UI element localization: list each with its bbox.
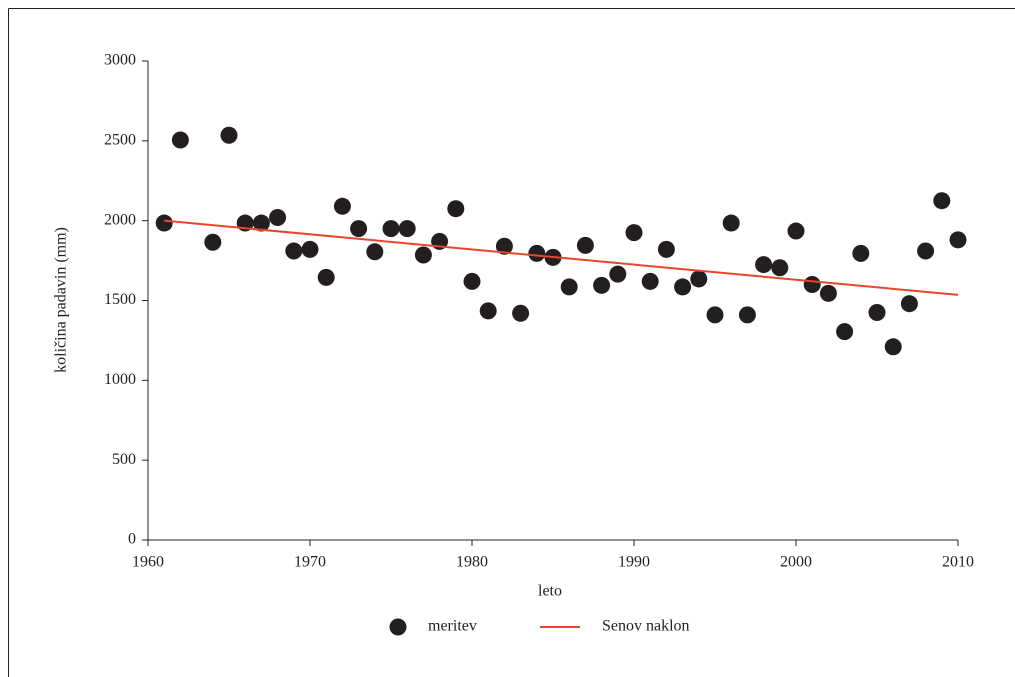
legend-label: meritev (428, 618, 477, 635)
data-point (641, 272, 659, 290)
x-tick-label: 1970 (294, 554, 326, 571)
data-point (576, 236, 594, 254)
x-tick-label: 1960 (132, 554, 164, 571)
data-point (366, 243, 384, 261)
data-point (819, 284, 837, 302)
data-point (933, 192, 951, 210)
data-point (204, 233, 222, 251)
data-point (414, 246, 432, 264)
data-point (690, 270, 708, 288)
data-point (674, 278, 692, 296)
data-point (884, 338, 902, 356)
data-point (171, 131, 189, 149)
data-point (868, 303, 886, 321)
data-point (852, 244, 870, 262)
data-point (738, 306, 756, 324)
x-tick-label: 2010 (942, 554, 974, 571)
data-point (657, 240, 675, 258)
data-point (333, 197, 351, 215)
data-point (269, 208, 287, 226)
y-tick-label: 3000 (104, 52, 136, 69)
y-tick-label: 0 (128, 531, 136, 548)
data-point (706, 306, 724, 324)
y-tick-label: 1500 (104, 291, 136, 308)
data-point (900, 295, 918, 313)
data-point (220, 126, 238, 144)
data-point (949, 231, 967, 249)
data-point (593, 276, 611, 294)
data-point (512, 304, 530, 322)
data-point (560, 278, 578, 296)
data-point (609, 265, 627, 283)
data-point (285, 242, 303, 260)
data-point (301, 240, 319, 258)
data-point (803, 276, 821, 294)
x-tick-label: 2000 (780, 554, 812, 571)
data-point (625, 224, 643, 242)
y-tick-label: 1000 (104, 371, 136, 388)
data-point (382, 220, 400, 238)
y-tick-label: 2500 (104, 132, 136, 149)
x-tick-label: 1990 (618, 554, 650, 571)
data-point (447, 200, 465, 218)
y-tick-label: 500 (112, 451, 136, 468)
x-axis-label: leto (538, 583, 562, 600)
data-point (252, 214, 270, 232)
data-point (350, 220, 368, 238)
data-point (771, 259, 789, 277)
data-point (317, 268, 335, 286)
data-point (528, 244, 546, 262)
data-point (836, 323, 854, 341)
data-point (479, 302, 497, 320)
data-point (155, 214, 173, 232)
data-point (463, 272, 481, 290)
legend-label: Senov naklon (602, 618, 690, 635)
y-tick-label: 2000 (104, 211, 136, 228)
trend-line (164, 219, 959, 296)
data-point (722, 214, 740, 232)
legend-marker (389, 618, 407, 636)
data-point (917, 242, 935, 260)
data-point (755, 256, 773, 274)
data-point (398, 220, 416, 238)
data-point (787, 222, 805, 240)
y-axis-label: količina padavin (mm) (53, 227, 70, 373)
x-tick-label: 1980 (456, 554, 488, 571)
data-point (495, 237, 513, 255)
